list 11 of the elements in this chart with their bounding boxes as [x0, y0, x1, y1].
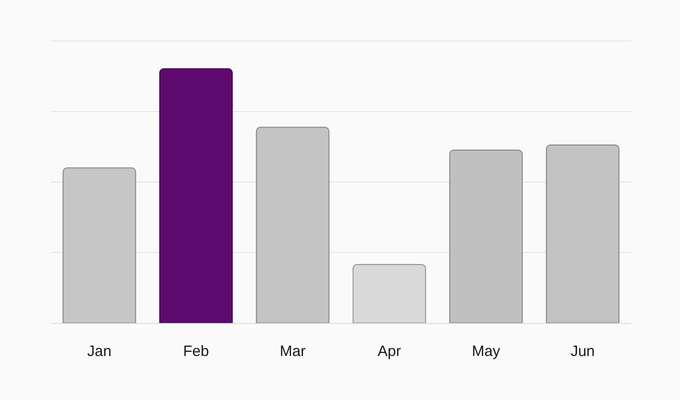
bar — [256, 126, 330, 323]
x-tick-label: Jan — [87, 343, 112, 360]
x-tick-label: Mar — [280, 343, 306, 360]
x-tick-label: Jun — [570, 343, 595, 360]
x-tick-label: Feb — [183, 343, 209, 360]
bar — [159, 68, 233, 323]
bar — [449, 150, 523, 323]
bar — [62, 167, 136, 323]
x-tick-label: May — [472, 343, 501, 360]
bar — [546, 144, 620, 323]
x-tick-label: Apr — [378, 343, 402, 360]
